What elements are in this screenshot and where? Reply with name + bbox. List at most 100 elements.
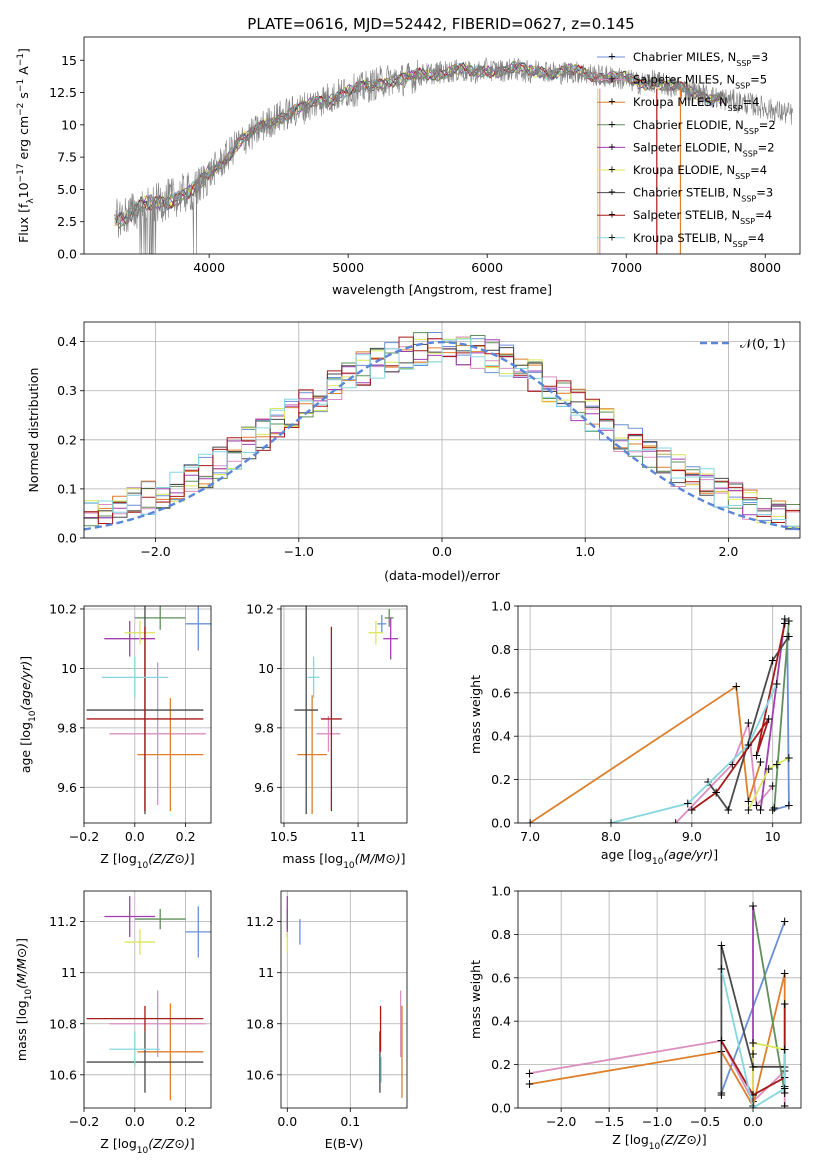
legend-marker: +	[608, 119, 616, 130]
x-tick-label: 0.1	[340, 1114, 360, 1129]
plots: 4000 5000 6000 7000 8000 0.0 2.5 5.0 7.5 10 12.5 15…	[14, 36, 802, 1156]
x-axis-label: wavelength [Angstrom, rest frame]	[332, 282, 552, 297]
y-tick-label: 10	[61, 117, 77, 132]
plot-area-mass-Z	[86, 896, 211, 1101]
weight-marker-chabrier_stelib: +	[723, 803, 733, 817]
weight-marker-salpeter_stelib: +	[751, 749, 761, 763]
y-tick-label: 0.6	[491, 685, 511, 700]
legend-label-part: Salpeter ELODIE, N	[633, 140, 743, 154]
weight-marker-kroupa_stelib: +	[780, 1081, 790, 1095]
axes-frame	[517, 890, 802, 1109]
legend-label-part: =4	[748, 231, 765, 245]
x-axis-label-part: 10	[137, 1146, 149, 1156]
legend-label-part: SSP	[728, 104, 743, 113]
y-axis-label-part: mass weight	[468, 960, 483, 1039]
weight-marker-chabrier_stelib: +	[768, 653, 778, 667]
legend-label: Kroupa MILES, NSSP=4	[633, 95, 759, 113]
x-axis-label-part: 10	[652, 857, 664, 867]
x-tick-label: 11	[350, 829, 366, 844]
plot-area-residuals	[84, 332, 800, 538]
axes-frame	[83, 890, 212, 1109]
y-tick-label: 9.6	[254, 780, 274, 795]
legend-label: Salpeter ELODIE, NSSP=2	[633, 140, 775, 158]
x-axis-label-part: 10	[343, 861, 355, 871]
legend-label-part: =2	[759, 118, 776, 132]
legend-marker: +	[608, 74, 616, 85]
weight-marker-chabrier_elodie: +	[769, 801, 779, 815]
x-tick-label: 0.0	[125, 1114, 145, 1129]
plot-area-age-mass	[294, 606, 399, 815]
weight-marker-salpeter_stelib: +	[687, 803, 697, 817]
weight-line-chabrier_miles	[772, 636, 790, 811]
y-tick-label: 9.8	[254, 720, 274, 735]
weight-marker-kroupa_elodie: +	[743, 803, 753, 817]
y-axis-label-part: age [log	[18, 722, 33, 773]
legend-label-part: =4	[750, 163, 767, 177]
x-axis-label-part: ]	[713, 847, 718, 862]
y-axis-label-part: (M/M⊙)	[14, 943, 29, 989]
weight-marker-salpeter_stelib: +	[764, 712, 774, 726]
weight-marker-kroupa_miles: +	[743, 794, 753, 808]
weight-marker-kroupa_elodie: +	[772, 757, 782, 771]
y-axis-label-part: λ	[26, 198, 36, 204]
x-tick-label: 4000	[193, 260, 225, 275]
x-tick-label: 9.0	[682, 829, 702, 844]
weight-marker-salpeter_miles: +	[780, 1099, 790, 1113]
y-tick-label: 10.6	[49, 1067, 77, 1082]
weight-marker-chabrier_miles: +	[768, 803, 778, 817]
y-axis-label-part: −17	[16, 163, 26, 182]
axes-residuals: −2.0 −1.0 0.0 1.0 2.0 0.0 0.1 0.2 0.3 0.4 𝒩(0, 1) (…	[26, 321, 801, 583]
y-tick-label: 11.2	[246, 914, 274, 929]
weight-marker-kroupa_miles: +	[756, 755, 766, 769]
weight-line-chabrier_elodie	[773, 621, 790, 808]
y-tick-label: 0.4	[57, 334, 77, 349]
x-axis-label-part: Z [log	[100, 851, 136, 866]
legend-label-part: =5	[750, 73, 767, 87]
y-axis-label-part: ]	[16, 48, 31, 53]
legend-label-part: SSP	[744, 126, 759, 135]
legend-label-part: =4	[755, 208, 772, 222]
legend-label-part: SSP	[736, 59, 751, 68]
x-axis-label-part: 10	[649, 1142, 661, 1152]
axes-mass-EBV: 0.0 0.1 10.6 10.8 11 11.2 E(B-V)	[246, 890, 408, 1151]
legend-label: Salpeter STELIB, NSSP=4	[633, 208, 772, 226]
x-tick-label: 0.0	[125, 829, 145, 844]
x-axis-label: age [log10(age/yr)]	[601, 847, 718, 867]
weight-line-kroupa_elodie	[747, 757, 790, 811]
y-tick-label: 0.1	[57, 481, 77, 496]
y-tick-label: 0.8	[491, 927, 511, 942]
legend-label-part: Kroupa MILES, N	[633, 95, 728, 109]
y-axis-label-part: 10	[24, 989, 34, 1001]
axes-weight-Z: +++++++++++++++++++ ++++ +++++++++−2.0 −1.5…	[468, 884, 802, 1152]
legend-label-part: Kroupa STELIB, N	[633, 231, 733, 245]
weight-marker-chabrier_elodie: +	[748, 899, 758, 913]
weight-line-chabrier_stelib	[720, 945, 785, 1095]
y-tick-label: 10.8	[49, 1016, 77, 1031]
x-axis-label-part: Z [log	[100, 1136, 136, 1151]
axes-spectrum: 4000 5000 6000 7000 8000 0.0 2.5 5.0 7.5 10 12.5 15…	[16, 36, 801, 297]
y-tick-label: 5.0	[57, 182, 77, 197]
legend-label-part: =3	[751, 50, 768, 64]
weight-marker-salpeter_elodie: +	[780, 612, 790, 626]
weight-marker-salpeter_miles: +	[751, 799, 761, 813]
y-axis-label: mass weight	[468, 960, 483, 1039]
y-axis-label-part: mass weight	[468, 675, 483, 754]
y-tick-label: 0.4	[491, 729, 511, 744]
legend-label-part: SSP	[740, 217, 755, 226]
y-tick-label: 0.2	[491, 772, 511, 787]
weight-marker-kroupa_elodie: +	[748, 1036, 758, 1050]
legend-label-part: Chabrier MILES, N	[633, 50, 736, 64]
legend-marker: +	[608, 165, 616, 176]
x-axis-label: (data-model)/error	[384, 568, 501, 583]
legend-label: Chabrier ELODIE, NSSP=2	[633, 118, 776, 136]
y-axis-label-part: ]	[14, 938, 29, 943]
legend-marker: +	[608, 232, 616, 243]
y-tick-label: 0.6	[491, 970, 511, 985]
x-tick-label: 5000	[332, 260, 364, 275]
legend-label-part: Chabrier STELIB, N	[633, 186, 741, 200]
y-axis-label-part: 10	[28, 710, 38, 722]
plot-area-age-Z	[86, 606, 211, 815]
